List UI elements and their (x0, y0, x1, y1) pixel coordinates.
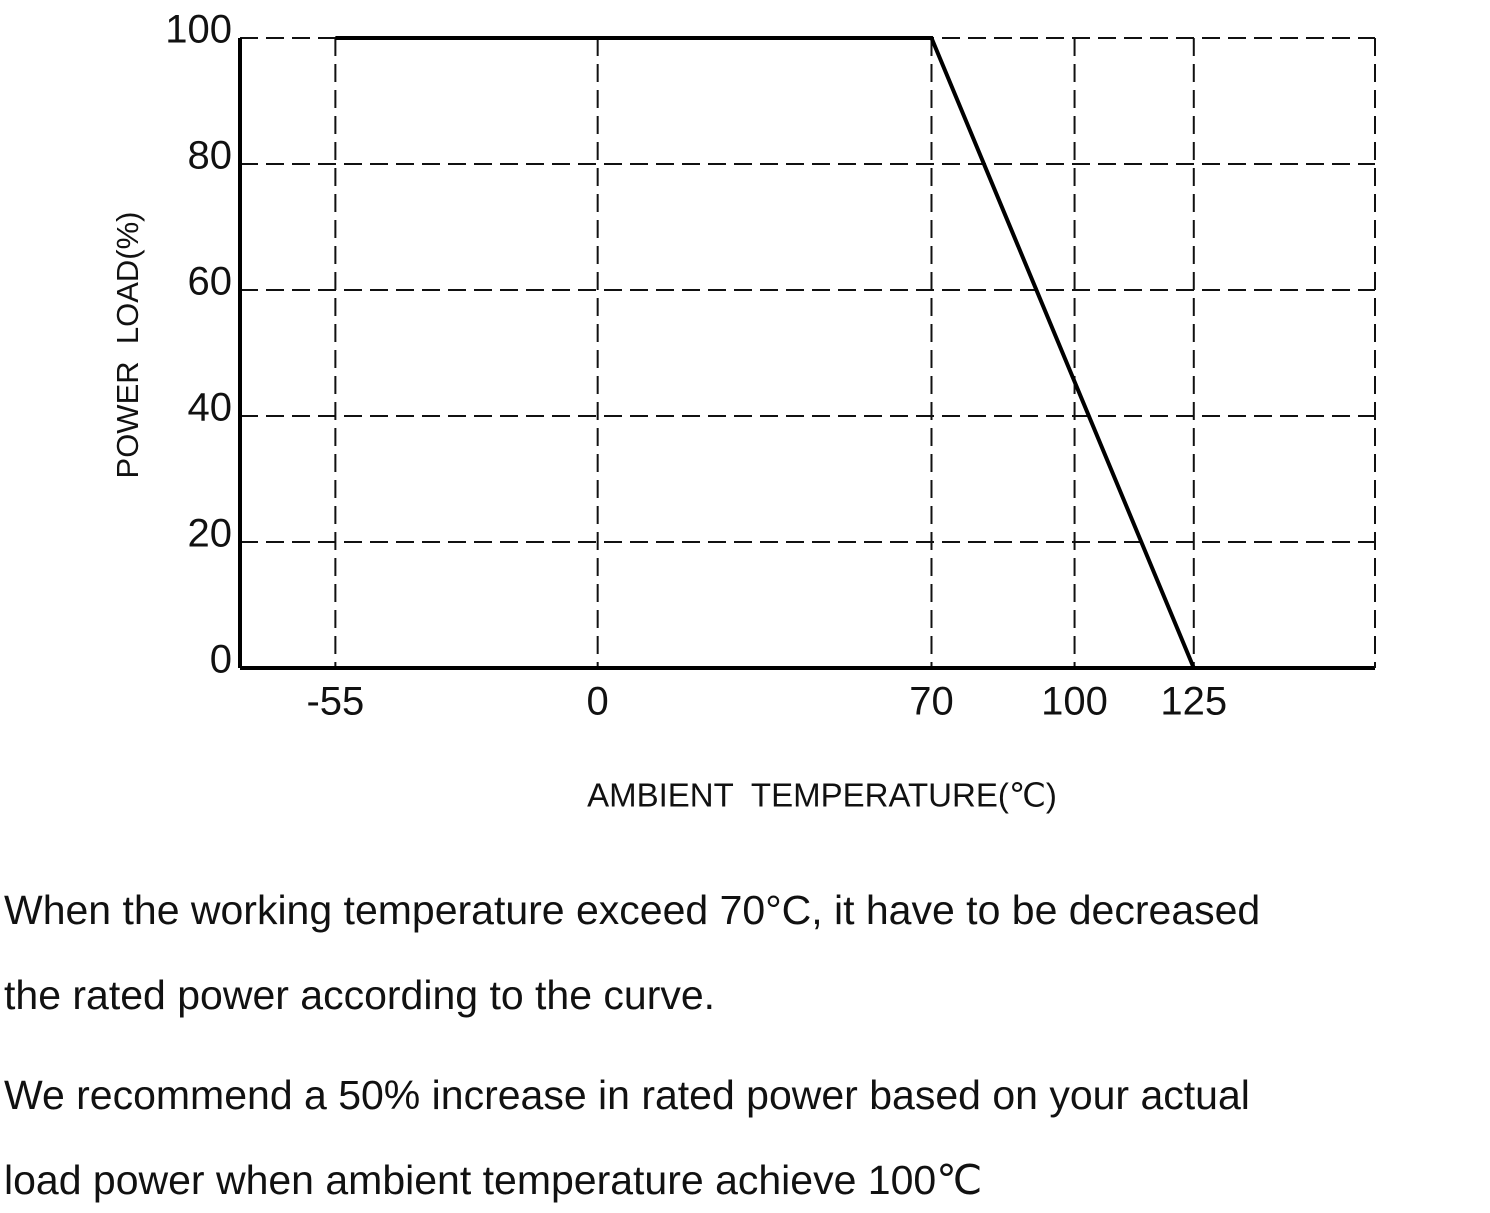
y-tick-label: 80 (188, 134, 233, 178)
x-tick-label: 100 (1041, 680, 1108, 724)
x-tick-label: 0 (587, 680, 609, 724)
x-tick-label: 70 (909, 680, 954, 724)
y-axis-label: POWER LOAD(%) (110, 212, 145, 479)
x-axis-label: AMBIENT TEMPERATURE(℃) (587, 777, 1057, 814)
y-tick-label: 40 (188, 386, 233, 430)
chart: POWER LOAD(%) AMBIENT TEMPERATURE(℃) 0 20… (110, 8, 1376, 814)
data-line (335, 36, 1196, 669)
note-line: the rated power according to the curve. (4, 972, 716, 1018)
note-line: load power when ambient temperature achi… (4, 1157, 983, 1203)
x-tick-label: -55 (306, 680, 364, 724)
y-tick-label: 0 (210, 638, 232, 682)
x-tick-label: 125 (1160, 680, 1227, 724)
note-line: We recommend a 50% increase in rated pow… (4, 1072, 1250, 1118)
y-tick-label: 60 (188, 260, 233, 304)
y-tick-label: 20 (188, 512, 233, 556)
note-line: When the working temperature exceed 70°C… (4, 887, 1261, 933)
y-tick-label: 100 (165, 8, 232, 52)
